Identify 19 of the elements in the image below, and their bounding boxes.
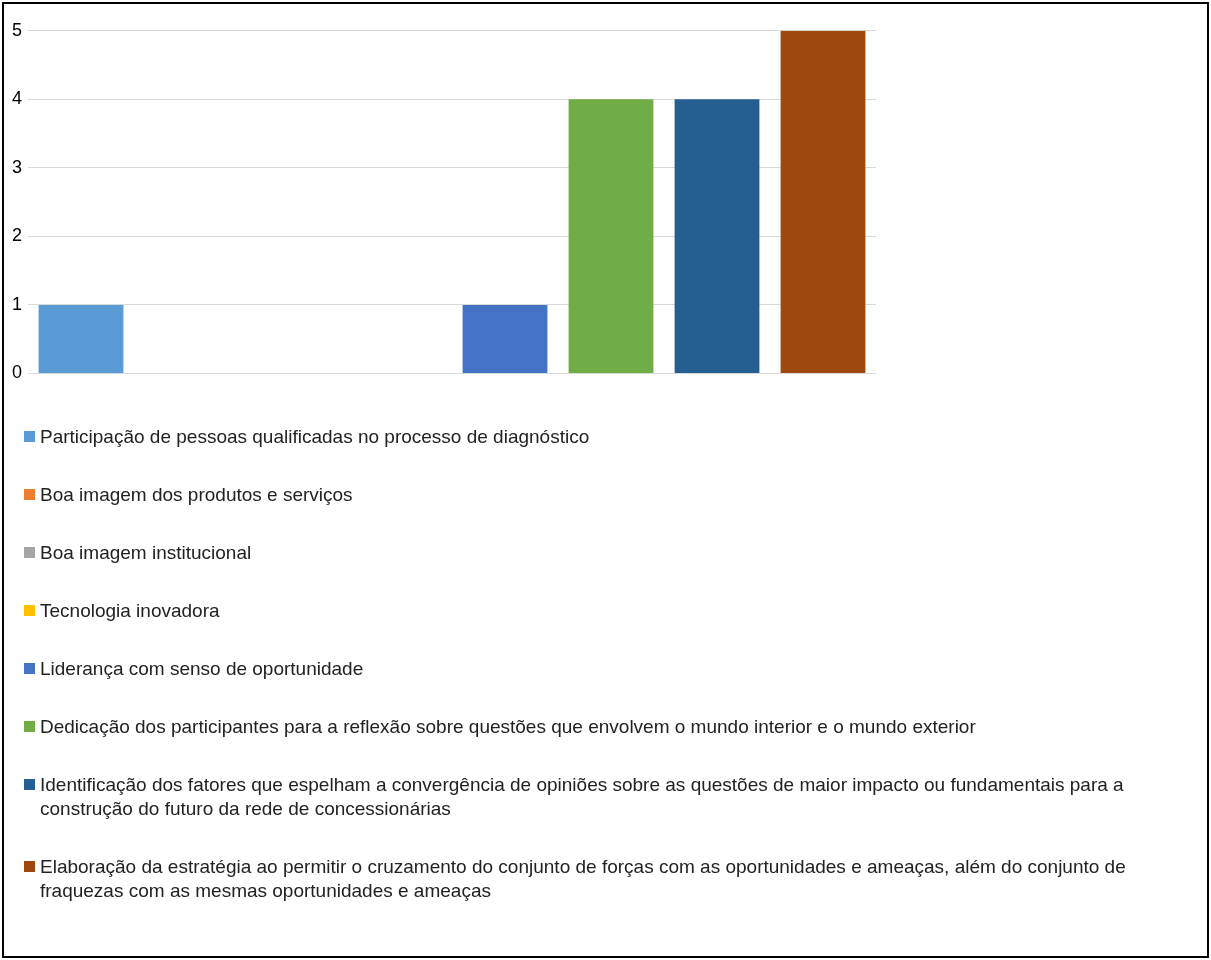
legend-label: Identificação dos fatores que espelham a convergência de opiniões sobre as questões de maior impacto ou fundamentais para a construção do futuro da rede de concessionárias — [40, 773, 1125, 821]
legend-label: Boa imagem institucional — [40, 541, 252, 565]
y-tick-label: 0 — [12, 362, 23, 383]
bar — [38, 304, 124, 373]
bar — [780, 30, 866, 373]
bar — [568, 99, 654, 373]
legend-label: Participação de pessoas qualificadas no processo de diagnóstico — [40, 425, 590, 449]
legend-label: Liderança com senso de oportunidade — [40, 657, 364, 681]
legend-label: Dedicação dos participantes para a reflexão sobre questões que envolvem o mundo interior e o mundo exterior — [40, 715, 976, 739]
y-tick-label: 5 — [12, 19, 23, 40]
y-tick-label: 3 — [12, 156, 23, 177]
y-tick-label: 1 — [12, 293, 23, 314]
y-tick-label: 4 — [12, 88, 23, 109]
bar — [674, 99, 760, 373]
legend-label: Elaboração da estratégia ao permitir o cruzamento do conjunto de forças com as oportunidades e ameaças, além do conjunto de fraquezas com as mesmas oportunidades e ameaças — [40, 855, 1127, 903]
legend-label: Boa imagem dos produtos e serviços — [40, 483, 353, 507]
bar — [462, 304, 548, 373]
legend-label: Tecnologia inovadora — [40, 599, 220, 623]
y-tick-label: 2 — [12, 225, 23, 246]
